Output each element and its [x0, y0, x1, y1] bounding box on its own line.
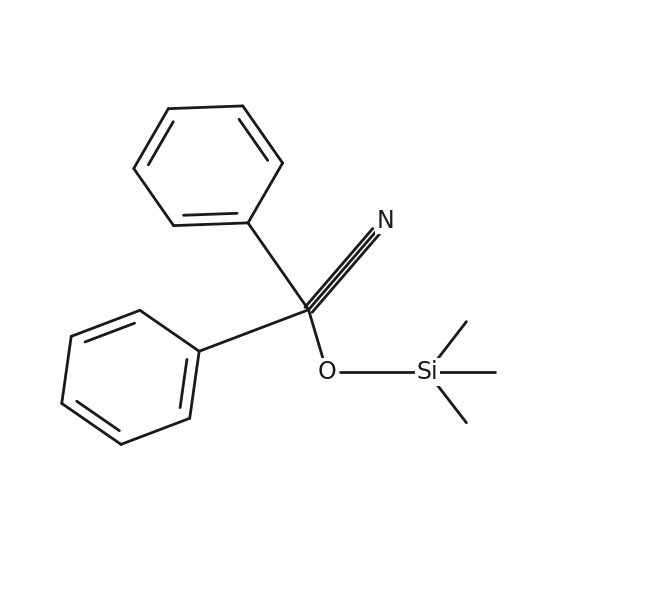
Text: O: O: [318, 360, 337, 384]
Text: N: N: [377, 209, 394, 233]
Text: Si: Si: [417, 360, 438, 384]
